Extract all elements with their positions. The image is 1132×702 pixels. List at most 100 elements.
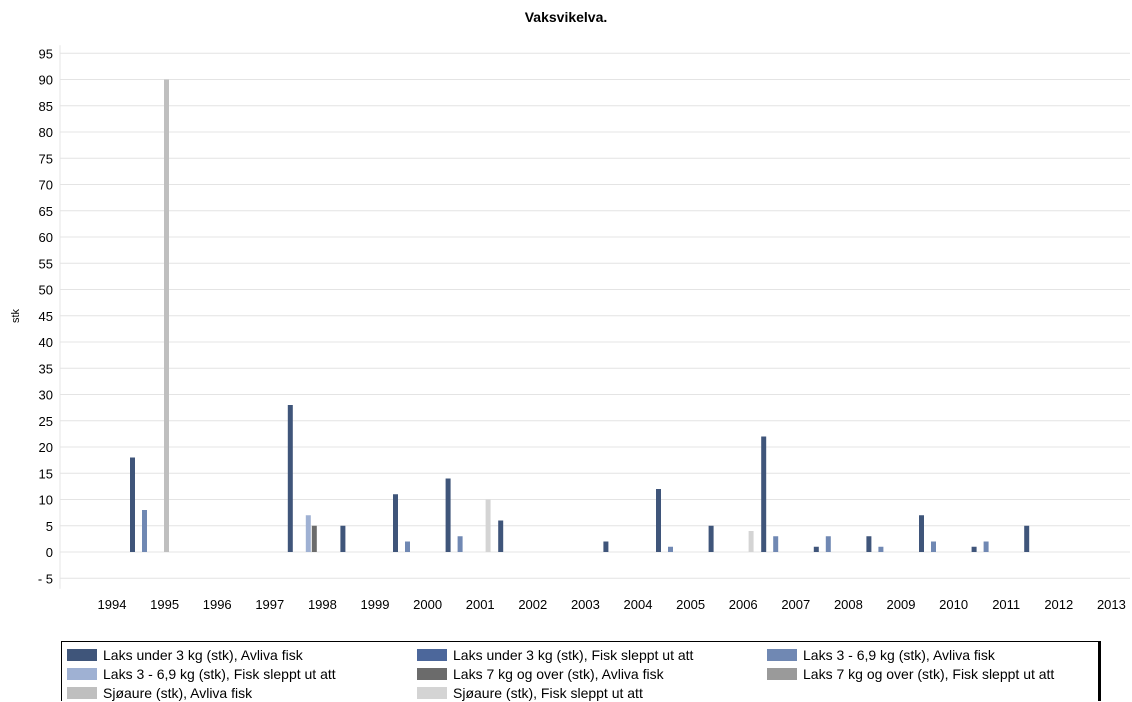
y-tick-label: 20 [39,440,53,455]
bar [1024,525,1030,552]
legend-swatch [417,686,447,699]
bar [656,489,661,552]
x-tick-label: 2006 [729,597,758,612]
legend-item: Laks under 3 kg (stk), Fisk sleppt ut at… [417,645,767,664]
bar [393,494,398,552]
y-axis-label: stk [10,308,22,323]
bar [287,405,293,552]
bar [405,541,410,552]
y-tick-label: 25 [39,414,53,429]
legend: Laks under 3 kg (stk), Avliva fisk Laks u… [61,641,1101,701]
bars [130,79,1030,552]
y-tick-label: 30 [39,388,53,403]
x-tick-label: 1994 [98,597,127,612]
legend-label: Laks 7 kg og over (stk), Fisk sleppt ut … [803,665,1055,682]
y-axis: 95908580757065605550454035302520151050- … [38,46,53,586]
x-tick-label: 2000 [413,597,442,612]
x-tick-label: 2007 [781,597,810,612]
bar [340,525,346,552]
legend-item: Laks 7 kg og over (stk), Avliva fisk [417,664,767,683]
legend-swatch [67,667,97,680]
bar [983,541,989,552]
bar [866,536,872,552]
x-tick-label: 2008 [834,597,863,612]
bar [164,79,169,552]
bar [878,546,884,552]
x-tick-label: 2003 [571,597,600,612]
x-tick-label: 2009 [887,597,916,612]
x-tick-label: 2005 [676,597,705,612]
legend-label: Laks under 3 kg (stk), Fisk sleppt ut at… [453,646,694,663]
bar [305,515,311,552]
bar [773,536,779,552]
bar [130,457,135,552]
x-tick-label: 2001 [466,597,495,612]
y-tick-label: 90 [39,73,53,88]
y-tick-label: 5 [46,519,53,534]
x-tick-label: 2004 [624,597,653,612]
y-tick-label: 10 [39,493,53,508]
y-tick-label: 65 [39,204,53,219]
chart-title: Vaksvikelva. [525,9,608,25]
bar [919,515,924,552]
x-tick-label: 1998 [308,597,337,612]
bar [971,546,977,552]
legend-item: Laks 3 - 6,9 kg (stk), Fisk sleppt ut at… [67,664,417,683]
bar [668,546,673,552]
legend-label: Laks under 3 kg (stk), Avliva fisk [103,646,303,663]
bar [748,531,754,552]
y-tick-label: 15 [39,466,53,481]
legend-label: Laks 3 - 6,9 kg (stk), Avliva fisk [803,646,995,663]
y-tick-label: 80 [39,125,53,140]
bar [825,536,831,552]
y-tick-label: 40 [39,335,53,350]
legend-swatch [67,648,97,661]
grid-lines [59,45,1130,589]
legend-swatch [767,667,797,680]
chart: Vaksvikelva. 959085807570656055504540353… [10,9,1130,612]
legend-swatch [67,686,97,699]
y-tick-label: 55 [39,256,53,271]
x-tick-label: 2011 [992,597,1020,612]
x-tick-label: 1996 [203,597,232,612]
x-tick-label: 2012 [1044,597,1073,612]
bar [603,541,609,552]
legend-item: Laks under 3 kg (stk), Avliva fisk [67,645,417,664]
legend-item: Laks 7 kg og over (stk), Fisk sleppt ut … [767,664,1105,683]
y-tick-label: 95 [39,46,53,61]
legend-item: Sjøaure (stk), Fisk sleppt ut att [417,683,767,702]
y-tick-label: 45 [39,309,53,324]
x-tick-label: 1997 [255,597,284,612]
y-tick-label: - 5 [38,571,53,586]
y-tick-label: 60 [39,230,53,245]
x-tick-label: 1995 [150,597,179,612]
bar [457,536,463,552]
x-tick-label: 2010 [939,597,968,612]
x-axis: 1994 1995 1996 1997 1998 1999 2000 2001 2002 2003… [98,597,1126,612]
bar [708,525,714,552]
legend-label: Sjøaure (stk), Avliva fisk [103,684,253,701]
legend-swatch [417,667,447,680]
x-tick-label: 2002 [518,597,547,612]
legend-item: Laks 3 - 6,9 kg (stk), Avliva fisk [767,645,1105,664]
legend-swatch [767,648,797,661]
bar [761,436,767,552]
legend-item: Sjøaure (stk), Avliva fisk [67,683,417,702]
bar [311,525,317,552]
bar [485,499,491,552]
y-tick-label: 85 [39,99,53,114]
y-tick-label: 50 [39,283,53,298]
x-tick-label: 1999 [361,597,390,612]
legend-label: Laks 7 kg og over (stk), Avliva fisk [453,665,664,682]
bar [142,510,147,552]
legend-swatch [417,648,447,661]
y-tick-label: 35 [39,361,53,376]
bar [813,546,819,552]
bar [498,520,504,552]
bar [445,478,451,552]
y-tick-label: 75 [39,151,53,166]
legend-label: Laks 3 - 6,9 kg (stk), Fisk sleppt ut at… [103,665,336,682]
x-tick-label: 2013 [1097,597,1126,612]
y-tick-label: 70 [39,178,53,193]
y-tick-label: 0 [46,545,53,560]
